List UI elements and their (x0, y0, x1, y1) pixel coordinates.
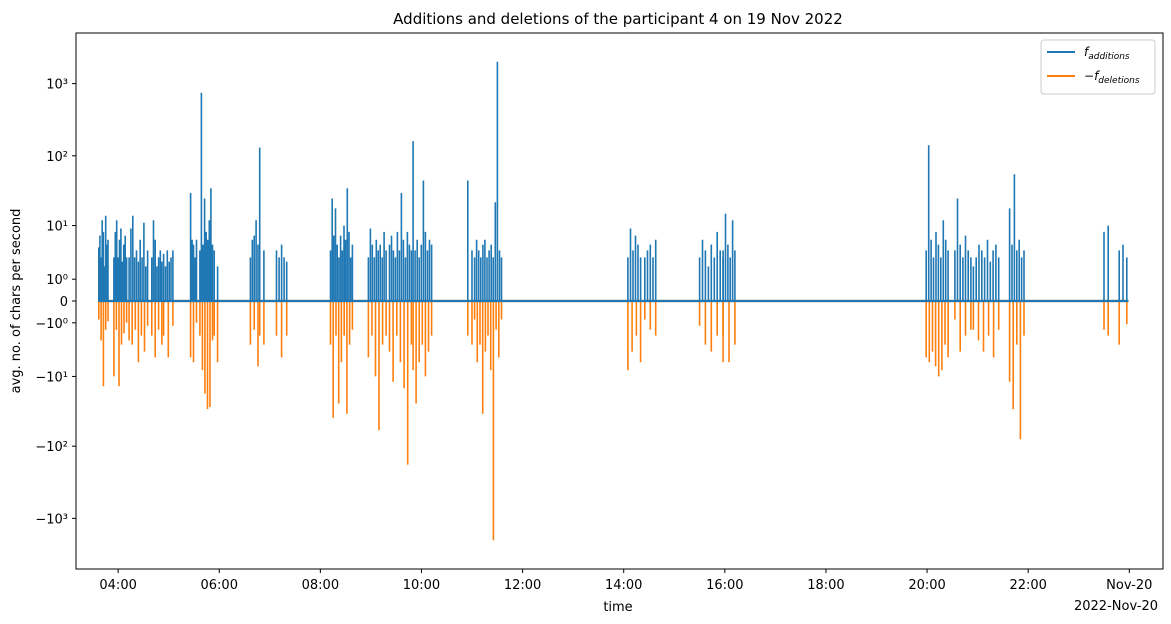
x-tick-label: 08:00 (302, 578, 339, 593)
legend-subscript: deletions (1098, 76, 1140, 86)
x-tick-label: 12:00 (504, 578, 541, 593)
x-axis: 04:00 06:00 08:00 10:00 12:00 14:00 16:00 18:00… (99, 569, 1152, 593)
data-burst (275, 300, 288, 358)
x-axis-label: time (603, 600, 632, 615)
y-tick-label: 10¹ (46, 220, 68, 235)
data-burst (98, 215, 109, 302)
x-tick-label: Nov-20 (1106, 578, 1152, 593)
x-tick-label: 20:00 (908, 578, 945, 593)
data-burst (1008, 174, 1025, 302)
x-tick-label: 14:00 (605, 578, 642, 593)
data-burst (644, 300, 657, 336)
legend-main: f (1094, 69, 1100, 83)
data-burst (698, 231, 724, 302)
x-offset-label: 2022-Nov-20 (1074, 599, 1158, 614)
x-tick-label: 16:00 (706, 578, 743, 593)
series-additions (98, 61, 1129, 303)
legend-subscript: additions (1088, 52, 1130, 62)
data-burst (1118, 244, 1128, 302)
legend-label: fadditions (1084, 45, 1130, 62)
legend-label: −fdeletions (1084, 69, 1140, 86)
y-axis: 10³ 10² 10¹ 10⁰ 0 −10⁰ −10¹ −10² −10³ (35, 78, 76, 527)
data-burst (412, 300, 433, 404)
data-burst (329, 300, 354, 418)
legend-box (1040, 39, 1156, 95)
legend-main: f (1084, 45, 1090, 59)
x-tick-label: 06:00 (201, 578, 238, 593)
y-tick-label: 10³ (46, 78, 68, 93)
y-tick-label: −10² (35, 440, 68, 455)
chart-title: Additions and deletions of the participa… (393, 10, 843, 28)
x-tick-label: 04:00 (99, 578, 136, 593)
data-burst (162, 300, 174, 358)
data-burst (199, 92, 214, 302)
y-axis-label: avg. no. of chars per second (9, 209, 24, 394)
y-tick-label: −10⁰ (35, 317, 68, 332)
legend-prefix: − (1084, 69, 1094, 83)
x-tick-label: 10:00 (403, 578, 440, 593)
y-tick-label: 10² (46, 150, 68, 165)
y-tick-label: −10¹ (35, 370, 68, 385)
y-tick-label: 10⁰ (46, 273, 68, 288)
data-burst (954, 198, 972, 302)
legend: fadditions−fdeletions (1040, 39, 1156, 95)
data-burst (388, 300, 413, 465)
x-tick-label: 18:00 (807, 578, 844, 593)
x-tick-label: 22:00 (1009, 578, 1046, 593)
series-layer (98, 61, 1129, 541)
data-burst (722, 300, 736, 363)
y-tick-label: 0 (60, 295, 68, 310)
data-burst (151, 220, 163, 302)
data-burst (128, 300, 149, 363)
data-burst (249, 300, 259, 367)
data-burst (189, 300, 198, 363)
y-tick-label: −10³ (35, 512, 68, 527)
